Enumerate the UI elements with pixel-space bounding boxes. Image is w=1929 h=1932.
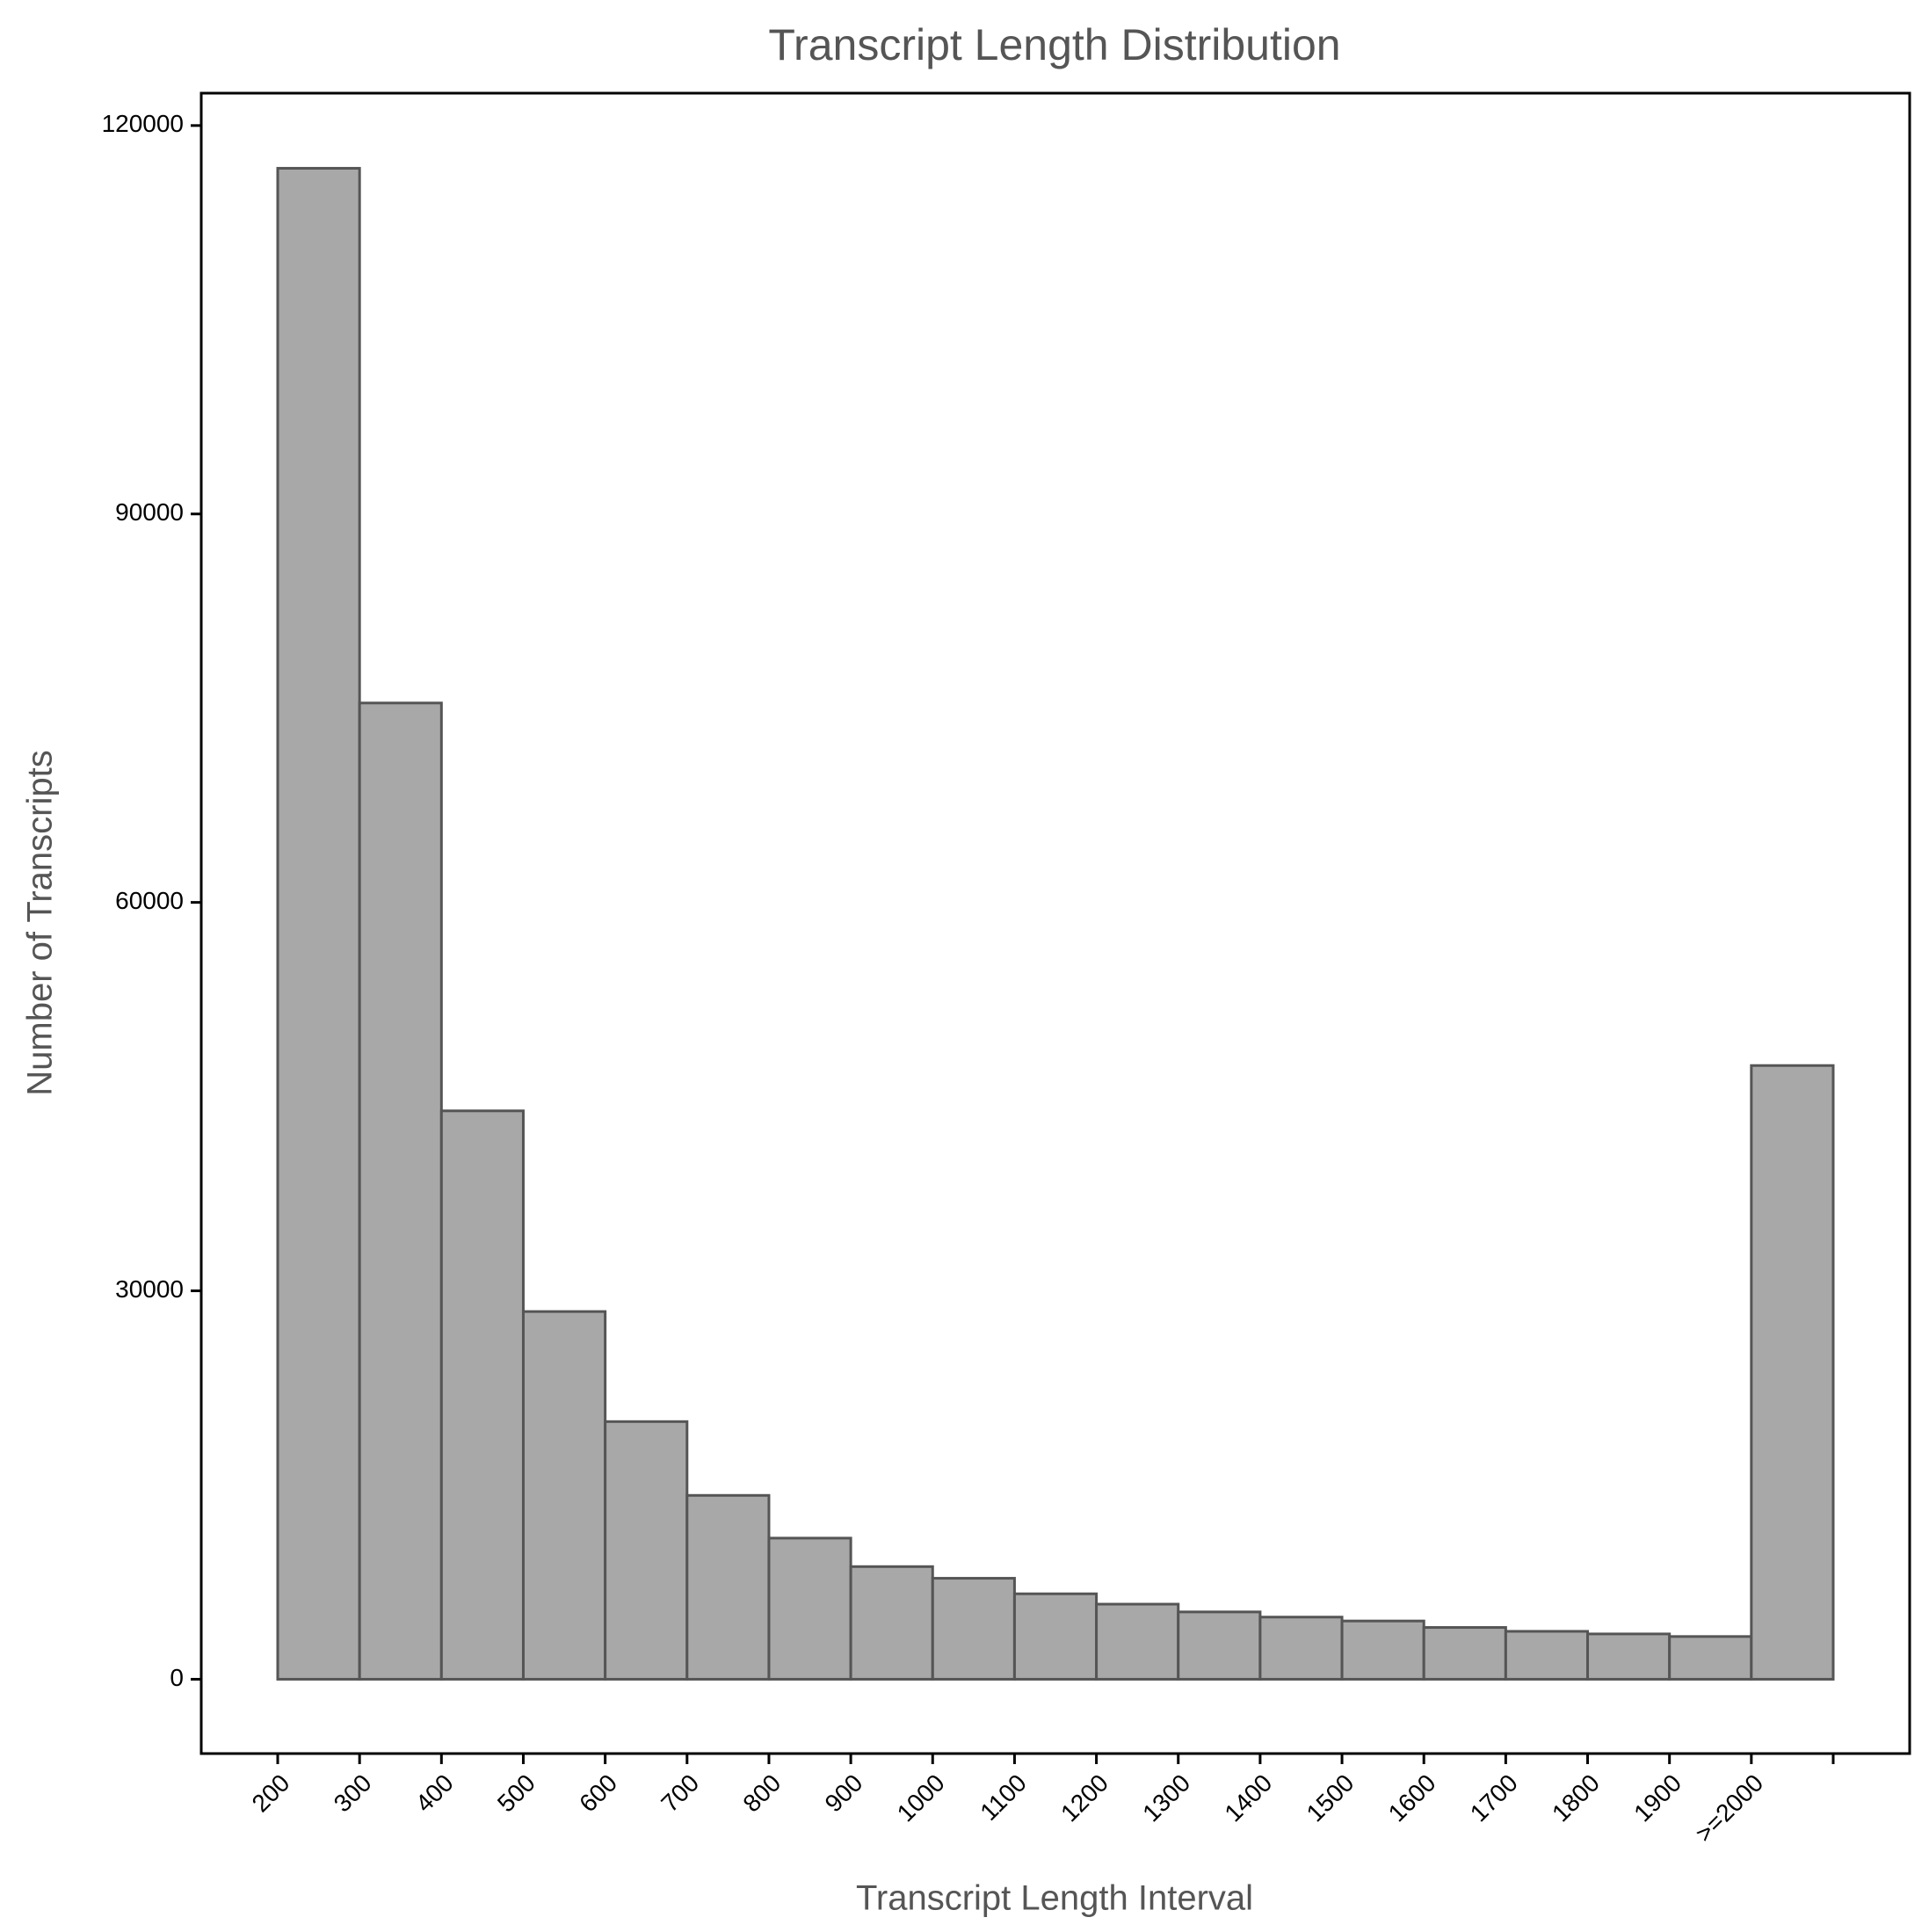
bar — [1012, 1592, 1099, 1681]
y-tick-label: 60000 — [115, 887, 184, 914]
x-tick-label: 1100 — [975, 1769, 1032, 1827]
x-tick-label: 1600 — [1383, 1769, 1441, 1827]
bar — [1504, 1630, 1590, 1681]
bar — [604, 1420, 689, 1681]
x-tick-label: 1200 — [1055, 1769, 1113, 1827]
bar — [767, 1536, 852, 1681]
bar — [521, 1310, 607, 1681]
x-tick-label: 900 — [820, 1769, 868, 1818]
y-tick-label: 120000 — [102, 110, 184, 137]
x-tick-label: 1000 — [892, 1769, 950, 1827]
x-tick-label: 600 — [574, 1769, 622, 1818]
x-tick-label: 400 — [410, 1769, 459, 1818]
bar — [1340, 1619, 1425, 1681]
bar — [358, 701, 443, 1681]
y-axis-label: Number of Transcripts — [21, 750, 60, 1095]
bar — [439, 1109, 525, 1681]
x-tick-label: 1700 — [1465, 1769, 1523, 1827]
y-tick-label: 30000 — [115, 1275, 184, 1303]
y-tick-label: 90000 — [115, 498, 184, 526]
x-tick-label: 700 — [656, 1769, 704, 1818]
x-tick-label: 1400 — [1219, 1769, 1277, 1827]
bar — [931, 1577, 1016, 1681]
bar — [1668, 1635, 1753, 1681]
x-tick-label: 1500 — [1302, 1769, 1360, 1827]
x-axis-label: Transcript Length Interval — [856, 1879, 1253, 1918]
bar — [1177, 1610, 1262, 1681]
bar — [1422, 1626, 1507, 1681]
bar — [1095, 1602, 1180, 1681]
bar — [1586, 1632, 1672, 1681]
y-tick-label: 0 — [170, 1664, 184, 1691]
bar — [685, 1493, 771, 1681]
bar — [849, 1565, 934, 1681]
x-tick-label: 500 — [492, 1769, 540, 1818]
x-tick-label: 800 — [737, 1769, 786, 1818]
bar — [276, 166, 361, 1681]
bar — [1750, 1064, 1835, 1681]
x-tick-label: 1300 — [1137, 1769, 1195, 1827]
x-tick-label: 1900 — [1628, 1769, 1686, 1827]
x-tick-label: 300 — [329, 1769, 377, 1818]
chart-title: Transcript Length Distribution — [768, 20, 1340, 69]
x-tick-label: 1800 — [1547, 1769, 1605, 1827]
x-tick-label: 200 — [247, 1769, 295, 1818]
x-tick-label: >=2000 — [1690, 1769, 1768, 1848]
bar — [1258, 1616, 1344, 1681]
plot-frame — [199, 91, 1911, 1755]
